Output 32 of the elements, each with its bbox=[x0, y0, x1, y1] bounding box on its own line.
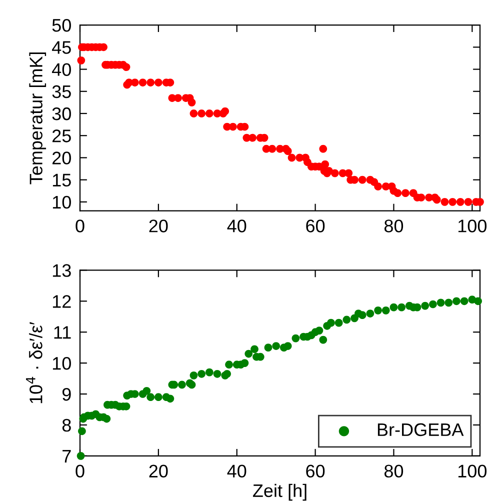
y-tick-label: 50 bbox=[52, 18, 71, 32]
y-tick-label: 9 bbox=[62, 388, 71, 401]
x-tick-label: 80 bbox=[384, 464, 404, 478]
y-tick-label: 45 bbox=[52, 41, 71, 54]
x-tick-label: 60 bbox=[306, 464, 325, 478]
y-tick-label: 12 bbox=[52, 295, 71, 308]
x-axis-title: Zeit [h] bbox=[252, 484, 306, 501]
x-tick-label: 40 bbox=[227, 464, 246, 478]
y-tick-label: 25 bbox=[52, 130, 71, 142]
x-tick-label: 80 bbox=[384, 220, 404, 232]
x-tick-label: 100 bbox=[458, 464, 487, 478]
legend-label: Br-DGEBA bbox=[378, 423, 464, 436]
x-tick-label: 40 bbox=[227, 220, 246, 232]
x-tick-label: 20 bbox=[149, 464, 168, 478]
y-tick-label: 35 bbox=[52, 85, 71, 98]
y-tick-label: 30 bbox=[52, 107, 71, 120]
x-tick-label: 0 bbox=[76, 220, 84, 232]
x-tick-label: 60 bbox=[306, 220, 325, 232]
x-tick-label: 0 bbox=[76, 464, 84, 478]
y-tick-label: 20 bbox=[52, 152, 71, 164]
y-tick-label: 40 bbox=[52, 63, 71, 76]
y-tick-label: 8 bbox=[62, 418, 71, 432]
x-tick-label: 20 bbox=[149, 220, 168, 232]
y-tick-label: 10 bbox=[52, 356, 71, 370]
y-tick-label: 7 bbox=[62, 450, 71, 462]
x-tick-label: 100 bbox=[458, 220, 487, 232]
y-axis-title: 10$^{4}$ · δε′/ε′ bbox=[26, 322, 42, 404]
y-tick-label: 13 bbox=[52, 264, 71, 277]
y-tick-label: 15 bbox=[52, 174, 71, 187]
y-tick-label: 11 bbox=[54, 326, 71, 339]
y-tick-label: 10 bbox=[52, 196, 71, 209]
y-axis-title: Temperatur [mK] bbox=[29, 52, 46, 184]
